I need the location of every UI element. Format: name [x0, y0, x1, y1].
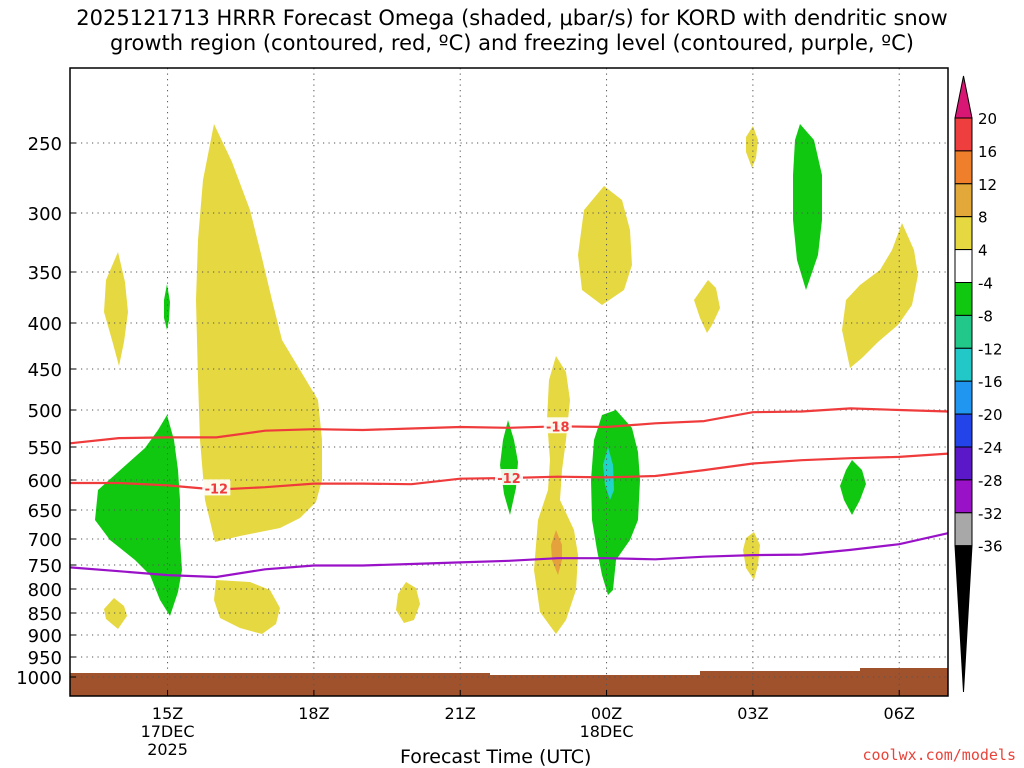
contour-label-minus12-mid: -12 — [497, 472, 521, 487]
omega-area-green — [840, 460, 866, 515]
y-tick-label-750: 750 — [28, 556, 62, 577]
omega-area-green — [793, 124, 822, 290]
y-tick-label-800: 800 — [28, 580, 62, 601]
omega-area-green — [95, 415, 182, 616]
colorbar-swatch-4 — [954, 216, 973, 251]
omega-area-yellow — [104, 252, 128, 366]
x-tick-label-03Z: 03Z — [737, 704, 768, 723]
colorbar-swatch-2 — [954, 150, 973, 185]
contour-label-minus12-left-bg — [202, 479, 231, 496]
y-axis: 2503003504004505005506006507007508008509… — [16, 134, 76, 689]
colorbar-swatch-6 — [954, 282, 973, 316]
x-tick-label-15Z: 15Z — [152, 704, 183, 723]
x-tick-label-18Z: 18Z — [298, 704, 329, 723]
gridlines — [70, 68, 948, 696]
colorbar-swatch-5 — [954, 249, 973, 284]
ground-layer — [70, 668, 948, 696]
y-tick-label-850: 850 — [28, 604, 62, 625]
colorbar-swatch-7 — [954, 314, 973, 349]
y-tick-label-300: 300 — [28, 204, 62, 225]
y-tick-label-500: 500 — [28, 401, 62, 422]
colorbar-label--28: -28 — [978, 472, 1003, 490]
colorbar-label-8: 8 — [978, 209, 988, 227]
colorbar-label-20: 20 — [978, 110, 997, 128]
colorbar-label--16: -16 — [978, 373, 1003, 391]
omega-area-yellow — [104, 598, 127, 629]
y-tick-label-600: 600 — [28, 471, 62, 492]
contour-layer: -18 -12 -12 — [69, 407, 949, 579]
x-tick-date-15Z: 17DEC — [141, 722, 195, 741]
colorbar-swatch-11 — [954, 446, 973, 481]
omega-area-yellow — [694, 280, 720, 333]
omega-area-yellow — [214, 580, 280, 634]
colorbar: 20 16 12 8 4 -4 -8 -12 -16 -20 -24 -28 -32 -36 — [954, 75, 1003, 693]
omega-area-yellow — [842, 223, 918, 368]
x-tick-label-21Z: 21Z — [445, 704, 476, 723]
omega-area-green — [500, 420, 518, 515]
ground-surface — [70, 668, 948, 696]
contour-label-minus18: -18 — [546, 420, 570, 435]
y-tick-label-950: 950 — [28, 648, 62, 669]
colorbar-swatch-3 — [954, 183, 973, 218]
x-tick-label-00Z: 00Z — [591, 704, 622, 723]
omega-area-yellow — [578, 186, 632, 305]
colorbar-label--36: -36 — [978, 538, 1003, 556]
title-line-2: growth region (contoured, red, ºC) and f… — [110, 31, 914, 55]
colorbar-label--24: -24 — [978, 439, 1003, 457]
colorbar-label--20: -20 — [978, 406, 1003, 424]
omega-area-yellow — [196, 124, 322, 542]
y-tick-label-650: 650 — [28, 501, 62, 522]
colorbar-swatch-8 — [954, 347, 973, 382]
colorbar-label--8: -8 — [978, 307, 993, 325]
colorbar-top-arrow — [954, 75, 973, 119]
colorbar-swatch-10 — [954, 413, 973, 448]
contour-freezing-level — [69, 532, 949, 579]
colorbar-label--12: -12 — [978, 340, 1003, 358]
x-tick-label-06Z: 06Z — [884, 704, 915, 723]
omega-area-green — [591, 410, 640, 595]
y-tick-label-700: 700 — [28, 530, 62, 551]
y-tick-label-400: 400 — [28, 314, 62, 335]
omega-area-cyan — [603, 447, 614, 500]
y-tick-label-1000: 1000 — [16, 668, 62, 689]
colorbar-swatch-12 — [954, 479, 973, 514]
plot-border — [69, 67, 949, 697]
colorbar-label-16: 16 — [978, 143, 997, 161]
title-line-1: 2025121713 HRRR Forecast Omega (shaded, … — [76, 6, 948, 30]
colorbar-swatch-9 — [954, 380, 973, 415]
x-tick-date-00Z: 18DEC — [580, 722, 634, 741]
contour-dendritic-18c — [69, 407, 949, 445]
colorbar-label--32: -32 — [978, 505, 1003, 523]
colorbar-label--4: -4 — [978, 275, 993, 293]
x-axis-title: Forecast Time (UTC) — [400, 746, 592, 768]
chart-title: 2025121713 HRRR Forecast Omega (shaded, … — [0, 6, 1024, 56]
colorbar-label-4: 4 — [978, 242, 988, 260]
colorbar-label-12: 12 — [978, 176, 997, 194]
y-tick-label-350: 350 — [28, 263, 62, 284]
contour-label-minus18-bg — [543, 417, 572, 434]
credit-link[interactable]: coolwx.com/models — [862, 746, 1016, 764]
contour-label-minus12-mid-bg — [495, 469, 523, 486]
y-tick-label-550: 550 — [28, 438, 62, 459]
omega-area-yellow — [746, 126, 758, 168]
omega-shading-layer — [95, 124, 918, 634]
omega-area-yellow — [396, 582, 420, 623]
y-tick-label-900: 900 — [28, 626, 62, 647]
y-tick-label-250: 250 — [28, 134, 62, 155]
y-tick-label-450: 450 — [28, 360, 62, 381]
contour-label-minus12-left: -12 — [205, 482, 229, 497]
x-tick-year-15Z: 2025 — [147, 740, 188, 759]
colorbar-bottom-arrow — [954, 545, 973, 693]
colorbar-swatch-13 — [954, 512, 973, 547]
plot-frame — [69, 67, 949, 697]
omega-area-green — [164, 284, 170, 330]
omega-area-orange — [551, 530, 562, 575]
colorbar-swatch-1 — [954, 117, 973, 152]
